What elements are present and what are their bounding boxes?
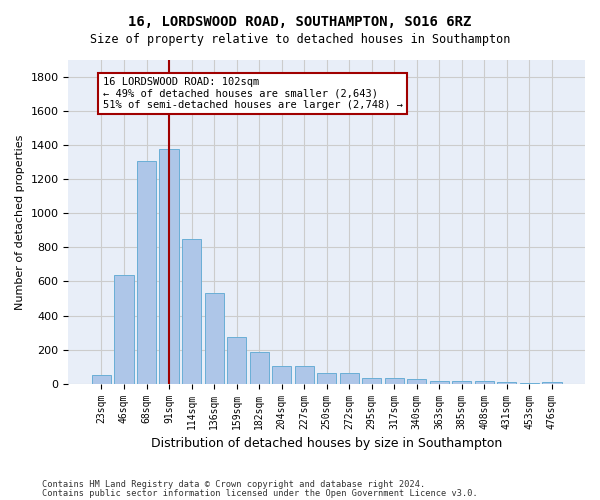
- Bar: [272, 366, 291, 384]
- Bar: [92, 375, 111, 384]
- Bar: [497, 382, 517, 384]
- Bar: [250, 352, 269, 384]
- Text: Contains HM Land Registry data © Crown copyright and database right 2024.: Contains HM Land Registry data © Crown c…: [42, 480, 425, 489]
- Bar: [340, 374, 359, 384]
- Bar: [430, 381, 449, 384]
- Text: Size of property relative to detached houses in Southampton: Size of property relative to detached ho…: [90, 32, 510, 46]
- Bar: [137, 160, 156, 384]
- Bar: [115, 274, 134, 384]
- Bar: [385, 378, 404, 384]
- Bar: [295, 366, 314, 384]
- Bar: [475, 381, 494, 384]
- Text: 16, LORDSWOOD ROAD, SOUTHAMPTON, SO16 6RZ: 16, LORDSWOOD ROAD, SOUTHAMPTON, SO16 6R…: [128, 15, 472, 29]
- Bar: [520, 383, 539, 384]
- Text: 16 LORDSWOOD ROAD: 102sqm
← 49% of detached houses are smaller (2,643)
51% of se: 16 LORDSWOOD ROAD: 102sqm ← 49% of detac…: [103, 77, 403, 110]
- Bar: [542, 382, 562, 384]
- Bar: [362, 378, 382, 384]
- Bar: [160, 148, 179, 384]
- Bar: [182, 239, 201, 384]
- Text: Contains public sector information licensed under the Open Government Licence v3: Contains public sector information licen…: [42, 488, 478, 498]
- Y-axis label: Number of detached properties: Number of detached properties: [15, 134, 25, 310]
- Bar: [452, 381, 472, 384]
- Bar: [317, 374, 336, 384]
- Bar: [407, 379, 427, 384]
- Bar: [227, 337, 246, 384]
- Bar: [205, 294, 224, 384]
- X-axis label: Distribution of detached houses by size in Southampton: Distribution of detached houses by size …: [151, 437, 502, 450]
